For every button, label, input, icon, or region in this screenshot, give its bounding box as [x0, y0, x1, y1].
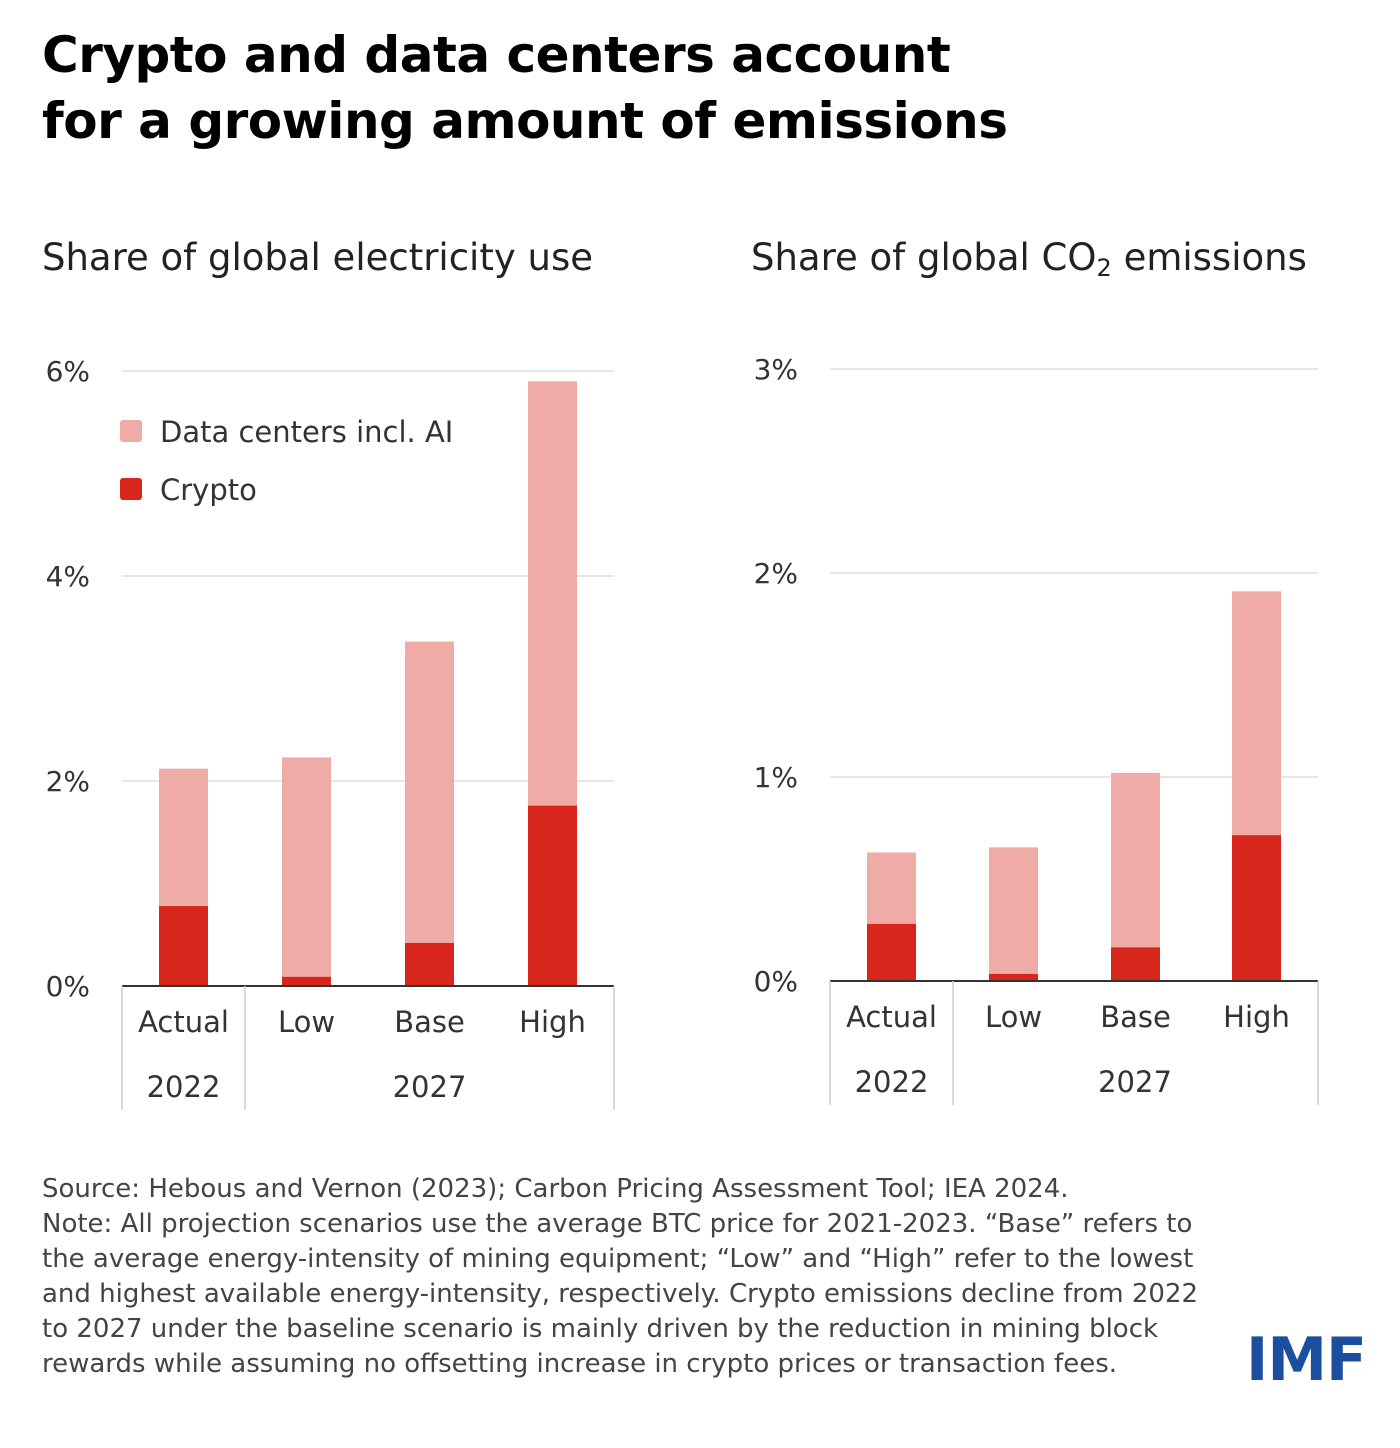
y-tick-label: 2% — [46, 765, 90, 798]
bar-crypto-actual — [159, 906, 208, 986]
footnote-line-5: to 2027 under the baseline scenario is m… — [42, 1314, 1159, 1344]
footnote-line-4: and highest available energy-intensity, … — [42, 1279, 1199, 1309]
y-tick-label: 0% — [754, 965, 798, 998]
bar-crypto-high — [528, 805, 577, 986]
panel-title-electricity: Share of global electricity use — [42, 236, 593, 279]
bar-crypto-base — [405, 942, 454, 986]
legend-swatch — [120, 478, 142, 500]
co2-title-subscript: 2 — [1096, 254, 1112, 282]
bar-data-centers-high — [528, 381, 577, 806]
x-category-label: Low — [985, 1000, 1042, 1034]
y-tick-label: 3% — [754, 353, 798, 386]
footnote-line-2: Note: All projection scenarios use the a… — [42, 1209, 1193, 1239]
panel-title-co2: Share of global CO2 emissions — [751, 236, 1307, 282]
legend-label: Data centers incl. AI — [160, 415, 453, 449]
legend-swatch — [120, 420, 142, 442]
x-category-label: Base — [394, 1005, 465, 1039]
footnote: Source: Hebous and Vernon (2023); Carbon… — [42, 1172, 1232, 1382]
footnote-line-3: the average energy-intensity of mining e… — [42, 1244, 1194, 1274]
legend-label: Crypto — [160, 473, 257, 507]
bar-crypto-base — [1111, 947, 1160, 981]
y-tick-label: 6% — [46, 355, 90, 388]
footnote-line-1: Source: Hebous and Vernon (2023); Carbon… — [42, 1174, 1069, 1204]
bar-data-centers-low — [282, 757, 331, 977]
x-group-label: 2027 — [1098, 1065, 1172, 1099]
x-category-label: Base — [1100, 1000, 1171, 1034]
bar-crypto-actual — [867, 923, 916, 981]
chart-co2: 0% 1% 2% 3% Actual Low Base High 2022 2027 — [754, 353, 1319, 1105]
bar-data-centers-actual — [867, 852, 916, 924]
co2-title-part-2: emissions — [1111, 236, 1307, 279]
title-line-2: for a growing amount of emissions — [42, 92, 1008, 150]
chart-electricity: 0% 2% 4% 6% Actual Low Base High 2022 2027 — [46, 355, 615, 1110]
chart-title: Crypto and data centers account for a gr… — [42, 22, 1342, 154]
y-tick-label: 1% — [754, 761, 798, 794]
bar-data-centers-low — [989, 847, 1038, 974]
x-category-label: Low — [278, 1005, 335, 1039]
x-category-label: High — [519, 1005, 586, 1039]
footnote-line-6: rewards while assuming no offsetting inc… — [42, 1349, 1118, 1379]
bar-data-centers-base — [1111, 772, 1160, 948]
y-tick-label: 2% — [754, 557, 798, 590]
bar-crypto-low — [282, 976, 331, 986]
x-category-label: Actual — [138, 1005, 229, 1039]
x-group-label: 2022 — [855, 1065, 929, 1099]
x-category-label: Actual — [846, 1000, 937, 1034]
bar-data-centers-high — [1232, 591, 1281, 836]
bar-data-centers-base — [405, 641, 454, 943]
x-category-label: High — [1223, 1000, 1290, 1034]
y-tick-label: 0% — [46, 970, 90, 1003]
x-group-label: 2022 — [147, 1070, 221, 1104]
bar-crypto-high — [1232, 835, 1281, 981]
bar-crypto-low — [989, 973, 1038, 981]
x-group-label: 2027 — [393, 1070, 467, 1104]
imf-logo: IMF — [1246, 1325, 1367, 1395]
y-tick-label: 4% — [46, 560, 90, 593]
title-line-1: Crypto and data centers account — [42, 26, 951, 84]
legend: Data centers incl. AI Crypto — [120, 415, 453, 507]
co2-title-part-1: Share of global CO — [751, 236, 1097, 279]
bar-data-centers-actual — [159, 768, 208, 907]
